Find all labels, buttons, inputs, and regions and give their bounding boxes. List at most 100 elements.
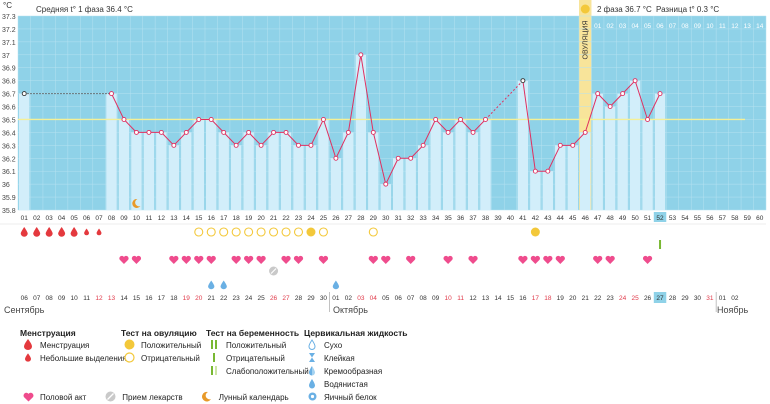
date-label: 19: [557, 295, 565, 302]
ov-test-negative-icon: [368, 227, 378, 237]
cervical-watery-icon: [208, 280, 215, 290]
cycle-day-label: 19: [245, 215, 253, 222]
dpo-label: 13: [744, 23, 752, 30]
date-label: 25: [631, 295, 639, 302]
intercourse-heart-icon: [206, 255, 216, 264]
intercourse-heart-icon: [281, 255, 291, 264]
date-label: 09: [58, 295, 66, 302]
temperature-point: [645, 117, 651, 122]
cycle-day-label: 48: [607, 215, 615, 222]
temperature-bar: [156, 132, 167, 210]
intercourse-heart-icon: [318, 255, 329, 264]
cycle-day-label: 27: [345, 215, 353, 222]
temperature-point: [333, 155, 339, 161]
temperature-point: [458, 117, 464, 122]
temperature-point: [607, 104, 613, 109]
date-label: 12: [95, 295, 103, 302]
temperature-bar: [168, 145, 180, 210]
date-label: 07: [33, 295, 41, 302]
date-label: 28: [669, 295, 677, 302]
date-label: 07: [407, 295, 415, 302]
date-label: 04: [370, 295, 378, 302]
dpo-label: 05: [644, 23, 652, 30]
cycle-day-label: 45: [569, 215, 577, 222]
temperature-point: [246, 129, 252, 135]
drop-icon: [20, 339, 36, 352]
intercourse-heart-icon: [593, 255, 603, 264]
cycle-day-label: 31: [395, 215, 403, 222]
date-label: 02: [345, 295, 353, 302]
cycle-day-label: 56: [706, 215, 714, 222]
y-tick-label: 37: [2, 53, 10, 60]
date-label: 22: [220, 295, 228, 302]
cycle-day-label: 34: [432, 215, 440, 222]
date-label: 12: [469, 295, 477, 302]
phase2-average: 2 фаза 36.7 °C: [597, 5, 652, 14]
date-label: 01: [332, 295, 340, 302]
temperature-bar: [255, 145, 267, 210]
date-label: 18: [544, 295, 552, 302]
date-label: 15: [133, 295, 141, 302]
date-label: 29: [307, 295, 315, 302]
month-october: Октябрь: [333, 305, 368, 315]
temperature-bar: [405, 158, 416, 210]
date-label: 30: [694, 295, 702, 302]
dpo-label: 01: [594, 23, 602, 30]
cycle-day-label: 46: [582, 215, 590, 222]
cervical-watery-icon: [220, 280, 227, 290]
temperature-bar: [193, 119, 204, 210]
date-label: 06: [395, 295, 403, 302]
legend-creamy: Кремообразная: [324, 367, 383, 376]
intercourse-heart-icon: [231, 255, 241, 264]
y-tick-label: 36.4: [2, 130, 16, 137]
temperature-bar: [206, 119, 217, 210]
cycle-day-label: 50: [631, 215, 639, 222]
temperature-point: [433, 117, 439, 122]
ov-test-negative-icon: [231, 227, 241, 237]
legend-sticky: Клейкая: [324, 354, 355, 363]
temperature-bar: [442, 132, 454, 210]
dpo-label: 07: [669, 23, 677, 30]
ov-test-negative-icon: [281, 227, 291, 237]
temperature-bar: [355, 54, 367, 210]
spotting-drop-icon: [84, 228, 90, 236]
intercourse-heart-icon: [256, 255, 266, 264]
moon-phase-icon: [132, 198, 141, 208]
cycle-day-label: 18: [233, 215, 241, 222]
date-label: 27: [282, 295, 290, 302]
temperature-point: [620, 91, 626, 97]
cycle-day-label: 39: [494, 215, 502, 222]
y-tick-label: 36.6: [2, 105, 16, 112]
dpo-label: 04: [631, 23, 639, 30]
temperature-bar: [143, 132, 155, 210]
cycle-day-label: 58: [731, 215, 739, 222]
temperature-point: [408, 155, 414, 161]
date-label: 27: [656, 295, 664, 302]
temperature-point: [420, 142, 426, 148]
temperature-bar: [467, 132, 479, 210]
date-label: 16: [519, 295, 527, 302]
y-tick-label: 36.9: [2, 66, 16, 73]
legend-watery: Водянистая: [324, 380, 368, 389]
cycle-day-label: 12: [158, 215, 166, 222]
temperature-bar: [617, 93, 628, 210]
legend-dry: Сухо: [324, 341, 343, 350]
cycle-day-label: 28: [357, 215, 365, 222]
temperature-bar: [268, 132, 279, 210]
temperature-bar: [592, 93, 603, 210]
legend-intercourse: Половой акт: [40, 393, 87, 402]
ov-test-negative-icon: [318, 227, 328, 237]
temperature-point: [21, 91, 27, 97]
ov-test-negative-icon: [256, 227, 266, 237]
dpo-label: 12: [731, 23, 739, 30]
cycle-day-label: 42: [532, 215, 540, 222]
cycle-day-label: 29: [370, 215, 378, 222]
legend-cervical-title: Цервикальная жидкость: [304, 327, 408, 338]
temperature-bar: [604, 106, 616, 210]
temperature-point: [121, 117, 127, 122]
legend-bottom: Половой акт Прием лекарств Лунный календ…: [20, 391, 289, 404]
temperature-point: [483, 117, 488, 122]
intercourse-heart-icon: [518, 255, 528, 264]
legend-cervical: Цервикальная жидкость Сухо Клейкая Кремо…: [304, 326, 407, 404]
cycle-day-label: 02: [33, 215, 41, 222]
